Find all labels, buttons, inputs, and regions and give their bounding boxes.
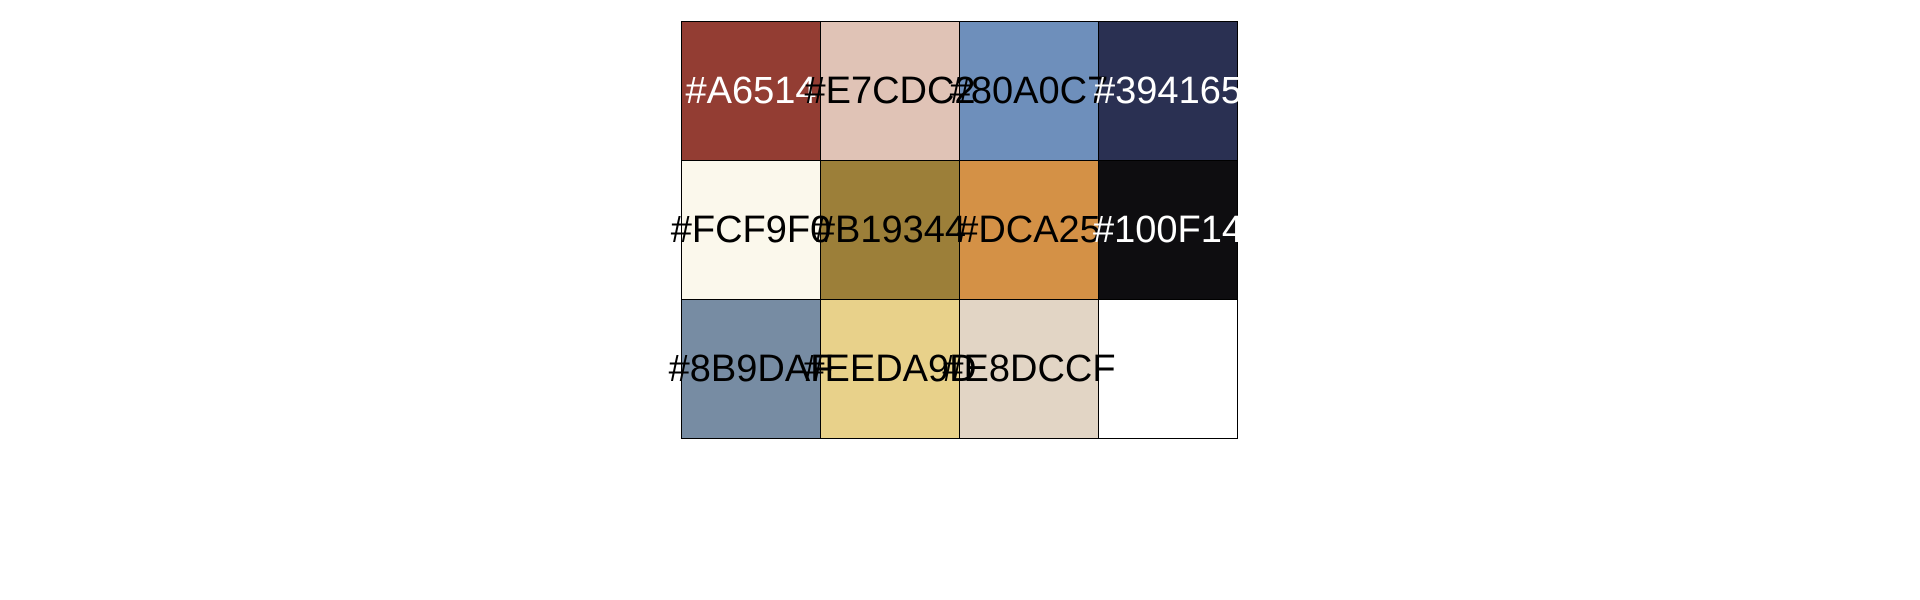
- swatch-hex-label: #FCF9F0: [670, 209, 832, 251]
- swatch-hex-label: #394165: [1094, 70, 1242, 112]
- swatch-hex-label: #80A0C7: [949, 70, 1109, 112]
- swatch-hex-label: #E8DCCF: [942, 348, 1116, 390]
- color-swatch-7: #DCA25: [957, 160, 1101, 300]
- swatch-hex-label: #DCA25: [957, 209, 1101, 251]
- color-swatch-6: #B19344: [814, 160, 966, 300]
- color-swatch-3: #80A0C7: [950, 21, 1108, 161]
- color-swatch-11: #E8DCCF: [942, 299, 1116, 439]
- swatch-hex-label: #100F14: [1092, 209, 1244, 251]
- swatch-hex-label: #B19344: [813, 209, 967, 251]
- color-swatch-4: #394165: [1094, 21, 1242, 161]
- color-swatch-8: #100F14: [1093, 160, 1243, 300]
- color-palette-grid: #A6514 #E7CDC2 #80A0C7 #394165 #FCF9F0 #…: [669, 21, 1243, 439]
- color-swatch-1: #A6514: [681, 21, 821, 161]
- swatch-hex-label: #A6514: [685, 70, 817, 112]
- color-swatch-5: #FCF9F0: [671, 160, 831, 300]
- swatch-hex-label: #EEDA9D: [803, 348, 977, 390]
- color-swatch-2: #E7CDC2: [804, 21, 976, 161]
- swatch-hex-label: #E7CDC2: [804, 70, 976, 112]
- color-swatch-9: #8B9DAF: [669, 299, 833, 439]
- color-swatch-10: #EEDA9D: [803, 299, 977, 439]
- color-swatch-12: [1098, 299, 1238, 439]
- swatch-hex-label: #8B9DAF: [668, 348, 834, 390]
